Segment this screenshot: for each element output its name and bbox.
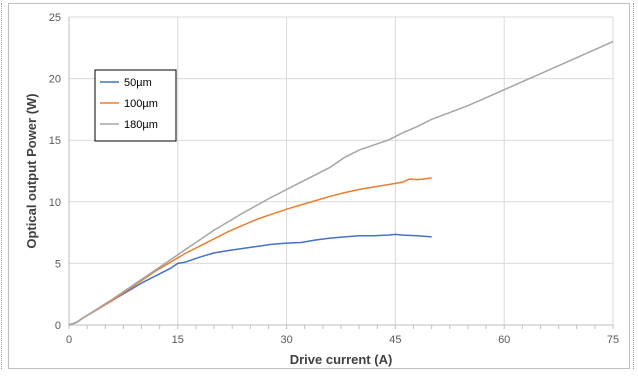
legend: 50µm 100µm 180µm xyxy=(94,69,177,142)
y-tick-label: 15 xyxy=(49,135,61,147)
x-tick-label: 30 xyxy=(280,334,292,346)
y-axis-title: Optical output Power (W) xyxy=(24,93,39,248)
chart-frame xyxy=(8,3,630,369)
legend-label: 180µm xyxy=(124,119,158,131)
x-tick-label: 75 xyxy=(607,334,619,346)
gridlines xyxy=(69,16,614,325)
series-line-100µm xyxy=(68,177,432,326)
x-tick-label: 45 xyxy=(389,334,401,346)
x-tick-label: 60 xyxy=(498,334,510,346)
y-tick-label: 5 xyxy=(55,258,61,270)
right-edge-marker xyxy=(633,3,637,369)
legend-label: 50µm xyxy=(124,77,152,89)
x-tick-label: 15 xyxy=(172,334,184,346)
y-tick-label: 10 xyxy=(49,197,61,209)
tick-labels: 0 5 10 15 20 25 0 15 30 45 60 75 xyxy=(49,12,619,346)
y-tick-label: 0 xyxy=(55,320,61,332)
x-axis-title: Drive current (A) xyxy=(290,352,393,367)
series-line-50µm xyxy=(68,233,432,326)
y-tick-label: 25 xyxy=(49,12,61,24)
legend-label: 100µm xyxy=(124,98,158,110)
axes xyxy=(68,17,614,329)
series-line-180µm xyxy=(68,40,614,326)
y-tick-label: 20 xyxy=(49,74,61,86)
series-lines xyxy=(68,40,614,326)
x-tick-label: 0 xyxy=(66,334,72,346)
left-edge-marker xyxy=(1,3,5,369)
